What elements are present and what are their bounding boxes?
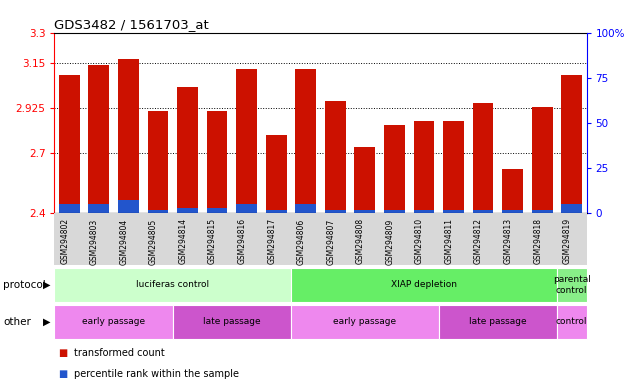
Bar xyxy=(325,101,345,213)
Text: GSM294818: GSM294818 xyxy=(533,218,542,264)
Bar xyxy=(532,107,553,213)
Bar xyxy=(266,210,287,213)
Text: control: control xyxy=(556,317,588,326)
Text: GSM294809: GSM294809 xyxy=(385,218,394,265)
Bar xyxy=(88,65,109,213)
Text: ■: ■ xyxy=(58,369,67,379)
Bar xyxy=(206,111,228,213)
Bar xyxy=(503,169,523,213)
Bar xyxy=(237,204,257,213)
Bar xyxy=(562,75,582,213)
Bar xyxy=(118,59,138,213)
Bar xyxy=(354,210,375,213)
Bar xyxy=(177,208,198,213)
Text: GSM294803: GSM294803 xyxy=(90,218,99,265)
Bar xyxy=(325,210,345,213)
Bar xyxy=(413,210,435,213)
Text: ■: ■ xyxy=(58,348,67,358)
Bar xyxy=(147,111,169,213)
Text: GSM294817: GSM294817 xyxy=(267,218,276,265)
Text: GSM294815: GSM294815 xyxy=(208,218,217,265)
Text: percentile rank within the sample: percentile rank within the sample xyxy=(74,369,238,379)
Text: parental
control: parental control xyxy=(553,275,590,295)
Bar xyxy=(443,121,464,213)
Bar xyxy=(472,103,494,213)
Text: GSM294819: GSM294819 xyxy=(563,218,572,265)
Text: early passage: early passage xyxy=(82,317,145,326)
Text: GSM294810: GSM294810 xyxy=(415,218,424,265)
Text: GSM294802: GSM294802 xyxy=(60,218,69,265)
Bar xyxy=(296,69,316,213)
Text: GSM294811: GSM294811 xyxy=(444,218,454,264)
Bar xyxy=(384,210,404,213)
Text: GDS3482 / 1561703_at: GDS3482 / 1561703_at xyxy=(54,18,209,31)
Text: protocol: protocol xyxy=(3,280,46,290)
Text: late passage: late passage xyxy=(203,317,261,326)
Bar xyxy=(443,210,464,213)
Bar xyxy=(206,208,228,213)
Bar xyxy=(532,210,553,213)
Bar xyxy=(266,135,287,213)
Bar xyxy=(88,204,109,213)
Text: GSM294808: GSM294808 xyxy=(356,218,365,265)
Bar xyxy=(147,210,169,213)
Text: ▶: ▶ xyxy=(43,317,51,327)
Bar xyxy=(59,75,79,213)
Text: GSM294814: GSM294814 xyxy=(178,218,188,265)
Bar xyxy=(118,200,138,213)
Bar xyxy=(472,210,494,213)
Text: GSM294813: GSM294813 xyxy=(504,218,513,265)
Bar xyxy=(177,87,198,213)
Text: GSM294816: GSM294816 xyxy=(238,218,247,265)
Bar xyxy=(59,204,79,213)
Text: late passage: late passage xyxy=(469,317,527,326)
Bar xyxy=(503,210,523,213)
Text: other: other xyxy=(3,317,31,327)
Text: transformed count: transformed count xyxy=(74,348,165,358)
Text: ▶: ▶ xyxy=(43,280,51,290)
Text: GSM294805: GSM294805 xyxy=(149,218,158,265)
Text: GSM294807: GSM294807 xyxy=(326,218,335,265)
Text: luciferas control: luciferas control xyxy=(136,280,209,290)
Text: GSM294806: GSM294806 xyxy=(297,218,306,265)
Bar xyxy=(413,121,435,213)
Bar xyxy=(296,204,316,213)
Bar xyxy=(562,204,582,213)
Text: GSM294812: GSM294812 xyxy=(474,218,483,264)
Bar xyxy=(384,125,404,213)
Text: GSM294804: GSM294804 xyxy=(119,218,128,265)
Bar xyxy=(237,69,257,213)
Text: early passage: early passage xyxy=(333,317,396,326)
Text: XIAP depletion: XIAP depletion xyxy=(391,280,457,290)
Bar xyxy=(354,147,375,213)
